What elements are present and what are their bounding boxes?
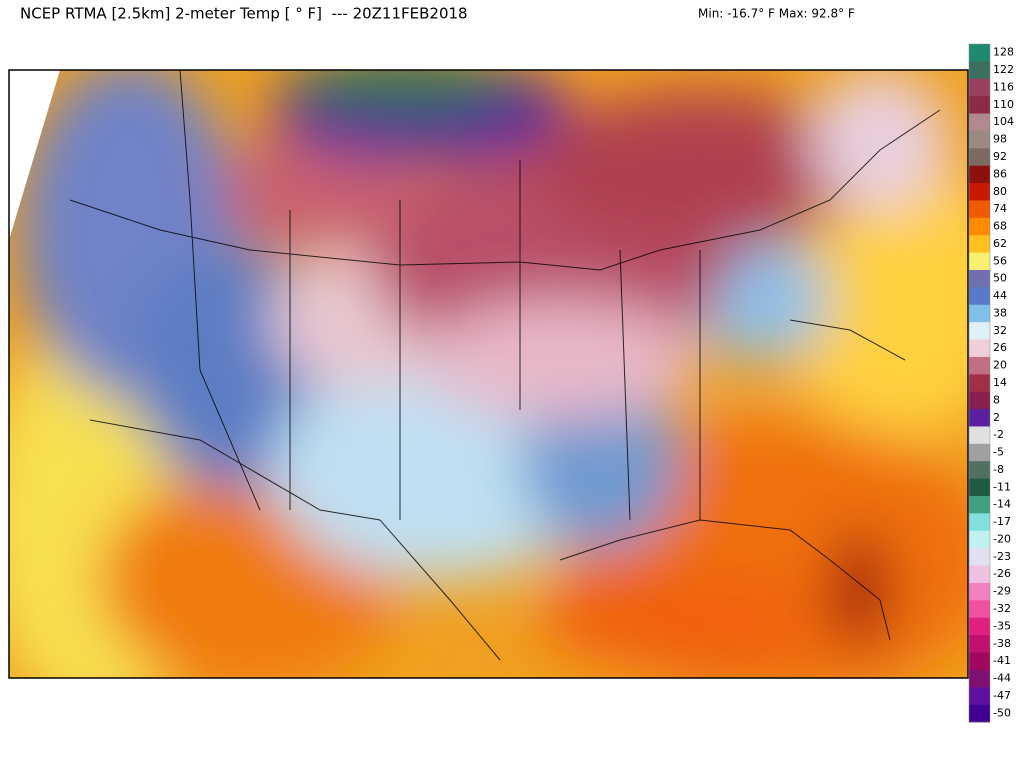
min-max: Min: -16.7° F Max: 92.8° F [698,7,855,21]
colorbar-band [969,148,990,167]
colorbar-label: 8 [993,393,1000,406]
colorbar-band [969,165,990,184]
colorbar-label: 56 [993,254,1007,267]
colorbar-label: 80 [993,185,1007,198]
colorbar-band [969,478,990,497]
colorbar-label: 110 [993,98,1014,111]
colorbar-band [969,391,990,410]
colorbar-label: -8 [993,463,1004,476]
colorbar-band [969,461,990,480]
colorbar-label: -38 [993,637,1011,650]
colorbar-label: 62 [993,237,1007,250]
colorbar-label: -5 [993,446,1004,459]
colorbar-label: 74 [993,202,1007,215]
colorbar-label: 104 [993,115,1014,128]
colorbar-label: 116 [993,80,1014,93]
colorbar-label: -26 [993,567,1011,580]
colorbar-label: 44 [993,289,1007,302]
colorbar-label: -47 [993,689,1011,702]
no-data-corner [9,70,60,240]
colorbar-band [969,548,990,567]
colorbar-band [969,61,990,80]
colorbar-band [969,44,990,62]
colorbar-band [969,600,990,619]
colorbar-label: -50 [993,706,1011,719]
colorbar-band [969,78,990,97]
colorbar-band [969,409,990,427]
colorbar-band [969,617,990,636]
colorbar-label: 2 [993,411,1000,424]
colorbar-band [969,687,990,706]
colorbar-label: -2 [993,428,1004,441]
colorbar-band [969,183,990,201]
colorbar-label: -32 [993,602,1011,615]
colorbar-label: 122 [993,63,1014,76]
colorbar-label: 128 [993,46,1014,59]
field-blobs [9,70,968,678]
colorbar-label: 50 [993,272,1007,285]
colorbar-label: -44 [993,672,1011,685]
colorbar-label: 68 [993,220,1007,233]
colorbar-label: -17 [993,515,1011,528]
colorbar-band [969,426,990,445]
colorbar-band [969,287,990,306]
colorbar-band [969,113,990,132]
map-frame [8,69,969,679]
colorbar-band [969,96,990,115]
colorbar-band [969,200,990,219]
colorbar-band [969,652,990,671]
colorbar-label: -35 [993,619,1011,632]
colorbar-band [969,496,990,514]
colorbar-label: 14 [993,376,1007,389]
map-title: NCEP RTMA [2.5km] 2-meter Temp [ ° F] --… [20,5,468,23]
colorbar-band [969,530,990,549]
colorbar-label: -41 [993,654,1011,667]
colorbar-band [969,635,990,653]
colorbar-label: -11 [993,480,1011,493]
colorbar-label: -20 [993,532,1011,545]
colorbar-band [969,443,990,462]
colorbar-band [969,513,990,532]
colorbar-band [969,356,990,375]
boundaries [69,70,941,661]
colorbar-label: -14 [993,498,1011,511]
colorbar-label: 86 [993,167,1007,180]
colorbar-label: 98 [993,133,1007,146]
colorbar-band [969,270,990,288]
colorbar-label: 92 [993,150,1007,163]
colorbar-band [969,565,990,584]
colorbar-band [969,322,990,341]
temperature-field [9,70,968,678]
colorbar-band [969,704,990,723]
colorbar-band [969,304,990,323]
colorbar: 128 122 116 110 104 98 92 86 80 74 68 62 56 50 44 38 32 2… [968,43,1014,723]
colorbar-label: -29 [993,585,1011,598]
colorbar-label: -23 [993,550,1011,563]
colorbar-band [969,374,990,393]
colorbar-band [969,339,990,358]
colorbar-label: 26 [993,341,1007,354]
colorbar-band [969,252,990,271]
colorbar-band [969,582,990,601]
colorbar-band [969,235,990,254]
colorbar-band [969,217,990,236]
colorbar-label: 20 [993,359,1007,372]
colorbar-band [969,130,990,149]
colorbar-label: 32 [993,324,1007,337]
colorbar-band [969,669,990,688]
colorbar-frame [968,43,991,723]
colorbar-label: 38 [993,306,1007,319]
